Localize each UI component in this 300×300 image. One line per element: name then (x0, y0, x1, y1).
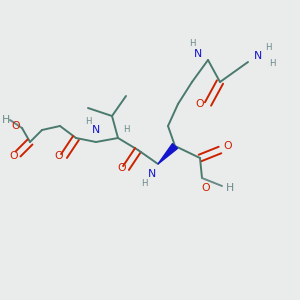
Text: H: H (2, 115, 10, 125)
Text: N: N (92, 125, 100, 135)
Text: H: H (141, 179, 147, 188)
Text: O: O (12, 121, 20, 131)
Text: O: O (196, 99, 204, 109)
Text: H: H (269, 59, 275, 68)
Text: O: O (118, 163, 126, 173)
Polygon shape (158, 144, 178, 164)
Text: N: N (148, 169, 156, 179)
Text: H: H (85, 118, 91, 127)
Text: N: N (194, 49, 202, 59)
Text: H: H (226, 183, 234, 193)
Text: H: H (123, 125, 129, 134)
Text: H: H (189, 40, 195, 49)
Text: O: O (10, 151, 18, 161)
Text: N: N (254, 51, 262, 61)
Text: O: O (202, 183, 210, 193)
Text: H: H (265, 44, 271, 52)
Text: O: O (55, 151, 63, 161)
Text: O: O (224, 141, 232, 151)
